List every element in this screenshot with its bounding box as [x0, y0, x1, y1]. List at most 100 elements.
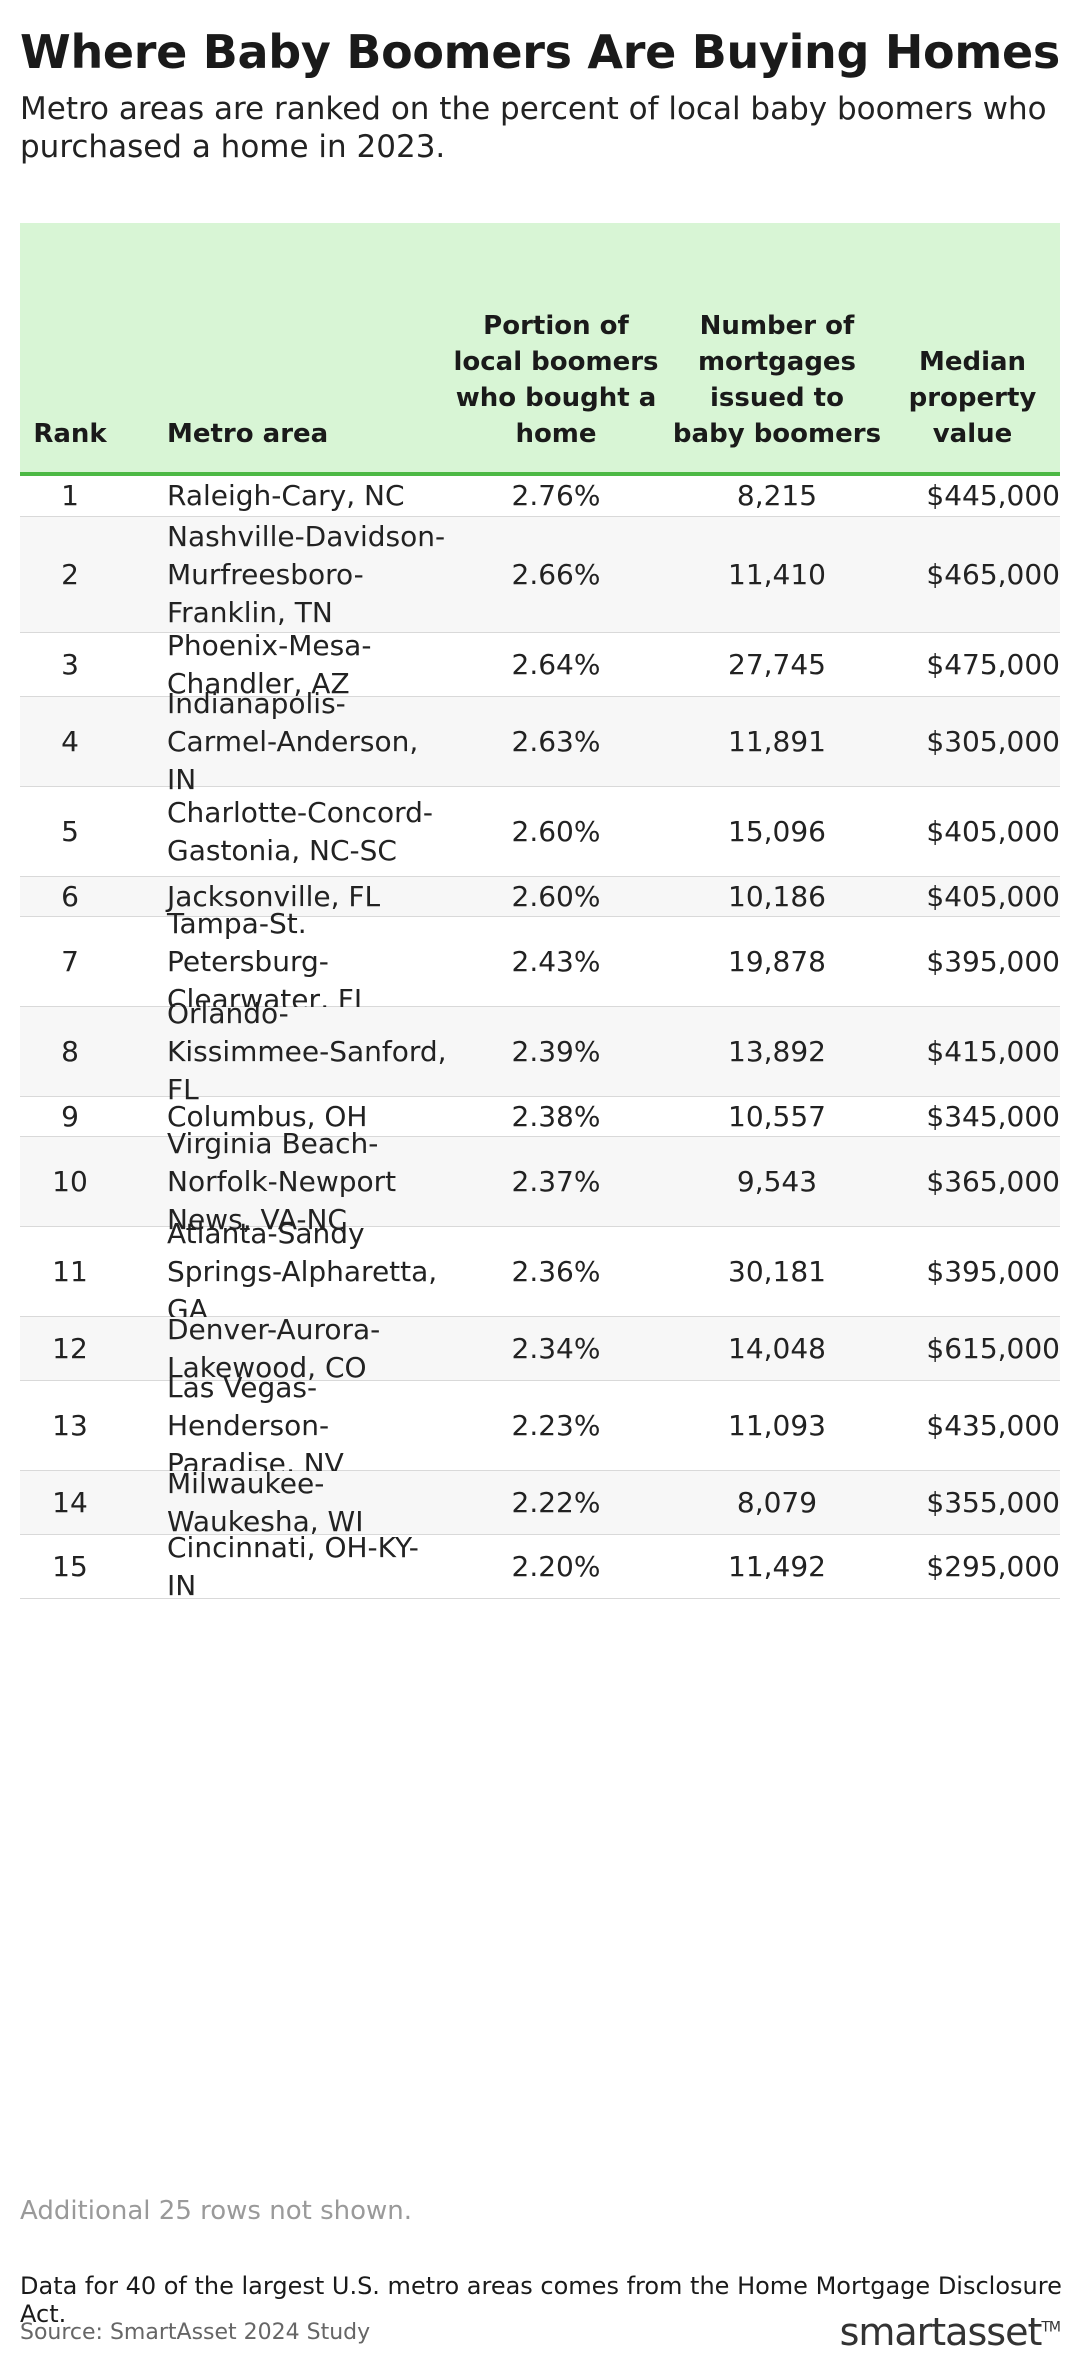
table-row: 14 Milwaukee-Waukesha, WI 2.22% 8,079 $355,0…	[20, 1467, 1060, 1538]
cell-mortgages: 8,079	[736, 1485, 818, 1519]
cell-portion: 2.76%	[511, 479, 601, 512]
table-row: 9 Columbus, OH 2.38% 10,557 $345,000	[20, 1097, 1060, 1137]
cell-portion: 2.43%	[511, 944, 601, 978]
table-row: 12 Denver-Aurora-Lakewood, CO 2.34% 14,048 $…	[20, 1313, 1060, 1384]
cell-metro: Cincinnati, OH-KY-IN	[167, 1530, 419, 1602]
cell-metro: Charlotte-Concord-Gastonia, NC-SC	[167, 795, 434, 867]
column-header-portion: Portion of local boomers who bought a ho…	[453, 311, 659, 449]
cell-portion: 2.36%	[511, 1254, 601, 1288]
cell-metro: Indianapolis-Carmel-Anderson, IN	[167, 686, 419, 796]
cell-mortgages: 27,745	[728, 647, 826, 681]
cell-mortgages: 11,093	[728, 1408, 826, 1442]
cell-metro: Jacksonville, FL	[167, 879, 381, 913]
column-header-mortgages: Number of mortgages issued to baby boome…	[672, 311, 882, 449]
cell-metro: Nashville-Davidson-Murfreesboro-Franklin…	[167, 519, 446, 629]
cell-value: $365,000	[926, 1164, 1060, 1198]
cell-value: $305,000	[926, 724, 1060, 758]
cell-rank: 14	[52, 1485, 88, 1519]
cell-value: $345,000	[926, 1099, 1060, 1133]
cell-value: $395,000	[926, 1254, 1060, 1288]
cell-portion: 2.64%	[511, 647, 601, 681]
cell-rank: 6	[61, 879, 79, 913]
table-row: 3 Phoenix-Mesa-Chandler, AZ 2.64% 27,745 $47…	[20, 629, 1060, 700]
table-row: 1 Raleigh-Cary, NC 2.76% 8,215 $445,000	[20, 476, 1060, 517]
table-body: 1 Raleigh-Cary, NC 2.76% 8,215 $445,000 2 Nash…	[20, 476, 1060, 1602]
cell-mortgages: 30,181	[728, 1254, 826, 1288]
table-row: 5 Charlotte-Concord-Gastonia, NC-SC 2.60% 1…	[20, 787, 1060, 877]
logo-trademark: TM	[1041, 2319, 1061, 2336]
cell-metro: Atlanta-Sandy Springs-Alpharetta, GA	[167, 1216, 438, 1326]
table-row: 6 Jacksonville, FL 2.60% 10,186 $405,000	[20, 877, 1060, 917]
cell-metro: Phoenix-Mesa-Chandler, AZ	[167, 628, 372, 700]
cell-rank: 12	[52, 1331, 88, 1365]
table-row: 10 Virginia Beach-Norfolk-Newport News, V…	[20, 1127, 1060, 1236]
smartasset-logo: smartassetTM	[839, 2310, 1061, 2354]
table-row: 15 Cincinnati, OH-KY-IN 2.20% 11,492 $295,00…	[20, 1531, 1060, 1602]
cell-metro: Virginia Beach-Norfolk-Newport News, VA-…	[167, 1126, 397, 1236]
cell-mortgages: 15,096	[728, 814, 826, 848]
more-rows-note: Additional 25 rows not shown.	[20, 2196, 413, 2226]
logo-text: smartasset	[839, 2310, 1043, 2354]
cell-portion: 2.38%	[511, 1099, 601, 1133]
cell-portion: 2.23%	[511, 1408, 601, 1442]
table-row: 8 Orlando-Kissimmee-Sanford, FL 2.39% 13,89…	[20, 997, 1060, 1106]
data-note: Data for 40 of the largest U.S. metro ar…	[20, 2272, 1062, 2328]
cell-rank: 10	[52, 1164, 88, 1198]
cell-metro: Orlando-Kissimmee-Sanford, FL	[167, 996, 447, 1106]
cell-metro: Raleigh-Cary, NC	[167, 479, 405, 512]
ranking-table: Rank Metro area Portion of local boomers…	[20, 223, 1060, 1602]
column-header-rank: Rank	[33, 419, 107, 449]
cell-value: $415,000	[926, 1034, 1060, 1068]
cell-value: $465,000	[926, 557, 1060, 591]
cell-portion: 2.22%	[511, 1485, 601, 1519]
cell-value: $295,000	[926, 1549, 1060, 1583]
page-title: Where Baby Boomers Are Buying Homes	[20, 25, 1060, 79]
table-row: 7 Tampa-St. Petersburg-Clearwater, FL 2.43…	[20, 907, 1060, 1016]
page-subtitle: Metro areas are ranked on the percent of…	[20, 91, 1047, 165]
cell-portion: 2.20%	[511, 1549, 601, 1583]
cell-portion: 2.34%	[511, 1331, 601, 1365]
cell-value: $445,000	[926, 479, 1060, 512]
cell-rank: 9	[61, 1099, 79, 1133]
cell-mortgages: 10,557	[728, 1099, 826, 1133]
column-header-metro: Metro area	[167, 419, 329, 449]
cell-value: $615,000	[926, 1331, 1060, 1365]
cell-metro: Columbus, OH	[167, 1099, 368, 1133]
source-note: Source: SmartAsset 2024 Study	[20, 2320, 371, 2345]
cell-value: $475,000	[926, 647, 1060, 681]
cell-portion: 2.39%	[511, 1034, 601, 1068]
cell-mortgages: 11,410	[728, 557, 826, 591]
cell-portion: 2.66%	[511, 557, 601, 591]
cell-metro: Denver-Aurora-Lakewood, CO	[167, 1312, 381, 1384]
table-row: 2 Nashville-Davidson-Murfreesboro-Frankli…	[20, 517, 1060, 633]
cell-value: $405,000	[926, 814, 1060, 848]
cell-portion: 2.60%	[511, 879, 601, 913]
cell-rank: 11	[52, 1254, 88, 1288]
cell-mortgages: 13,892	[728, 1034, 826, 1068]
table-row: 13 Las Vegas-Henderson-Paradise, NV 2.23% 1…	[20, 1371, 1060, 1480]
table-header: Rank Metro area Portion of local boomers…	[20, 223, 1060, 476]
cell-mortgages: 11,492	[728, 1549, 826, 1583]
table-row: 4 Indianapolis-Carmel-Anderson, IN 2.63% 11…	[20, 687, 1060, 796]
cell-mortgages: 8,215	[736, 479, 818, 512]
cell-mortgages: 10,186	[728, 879, 826, 913]
cell-rank: 13	[52, 1408, 88, 1442]
cell-metro: Milwaukee-Waukesha, WI	[167, 1466, 364, 1538]
cell-mortgages: 14,048	[728, 1331, 826, 1365]
table-row: 11 Atlanta-Sandy Springs-Alpharetta, GA 2.…	[20, 1217, 1060, 1326]
cell-rank: 7	[61, 944, 79, 978]
column-header-value: Median property value	[908, 347, 1037, 449]
cell-rank: 4	[61, 724, 79, 758]
cell-portion: 2.37%	[511, 1164, 601, 1198]
cell-mortgages: 9,543	[736, 1164, 818, 1198]
cell-value: $355,000	[926, 1485, 1060, 1519]
cell-mortgages: 11,891	[728, 724, 826, 758]
cell-portion: 2.60%	[511, 814, 601, 848]
cell-rank: 2	[61, 557, 79, 591]
cell-rank: 3	[61, 647, 79, 681]
cell-rank: 8	[61, 1034, 79, 1068]
cell-value: $405,000	[926, 879, 1060, 913]
cell-mortgages: 19,878	[728, 944, 826, 978]
cell-value: $395,000	[926, 944, 1060, 978]
cell-value: $435,000	[926, 1408, 1060, 1442]
